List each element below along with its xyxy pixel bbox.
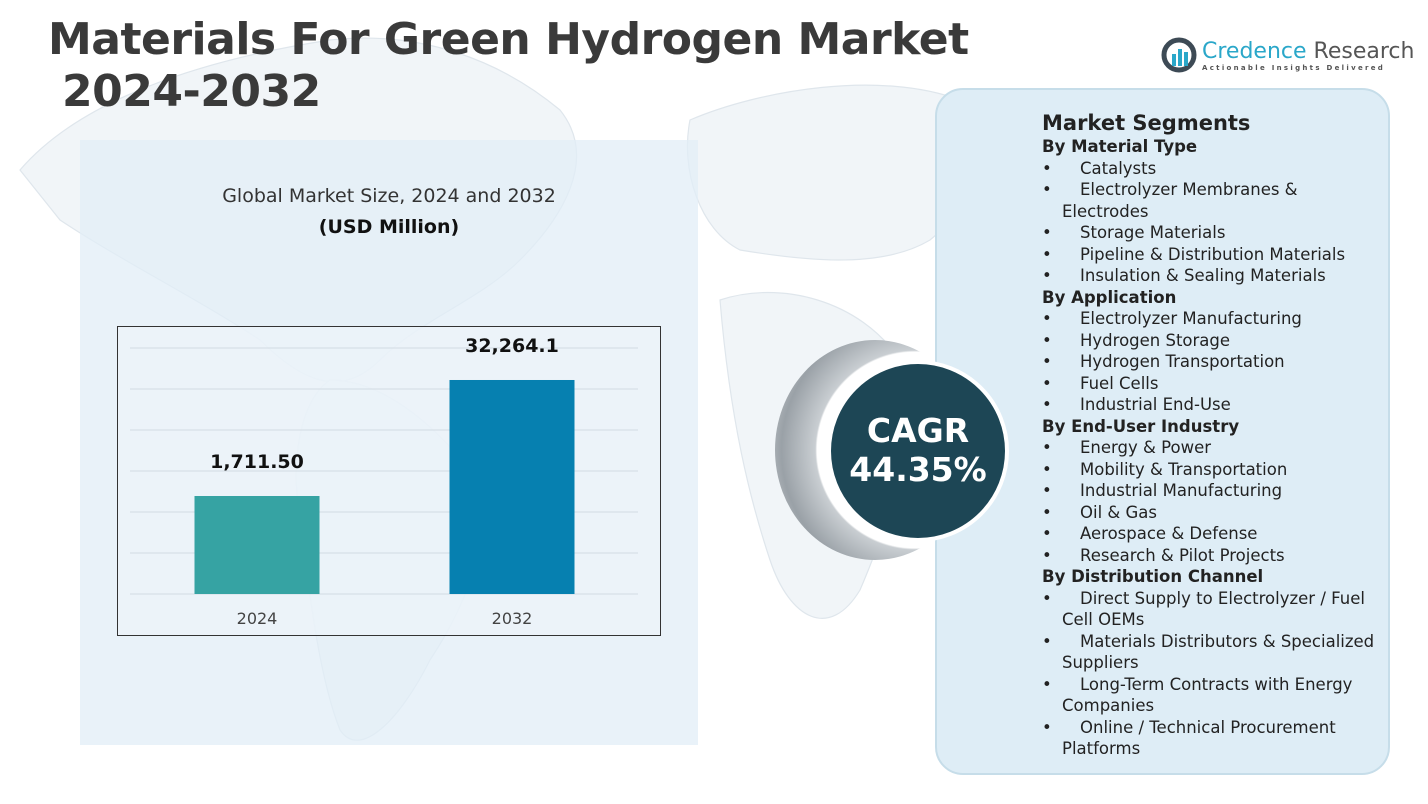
bullet-icon: • xyxy=(1042,395,1052,414)
segment-group-list: • Energy & Power • Mobility & Transportatio… xyxy=(1042,437,1387,566)
segment-item: • Hydrogen Storage xyxy=(1042,330,1387,352)
segment-item-label: Oil & Gas xyxy=(1080,502,1158,522)
segment-item-label: Hydrogen Transportation xyxy=(1080,352,1285,371)
segment-group-heading: By Material Type xyxy=(1042,137,1198,156)
bullet-icon: • xyxy=(1042,352,1052,371)
segment-item: • Online / Technical Procurement Platform… xyxy=(1042,717,1387,760)
bullet-icon: • xyxy=(1042,180,1052,199)
logo-name-2: Research xyxy=(1313,38,1415,64)
segment-item: • Fuel Cells xyxy=(1042,373,1387,395)
segment-item: • Pipeline & Distribution Materials xyxy=(1042,244,1387,266)
page-title: Materials For Green Hydrogen Market 2024… xyxy=(48,14,969,118)
x-tick-label: 2024 xyxy=(237,609,278,628)
segment-item: • Long-Term Contracts with Energy Compani… xyxy=(1042,674,1387,717)
segment-item-label: Long-Term Contracts with Energy Companie… xyxy=(1062,674,1353,716)
data-label: 1,711.50 xyxy=(210,451,304,473)
segment-item-label: Storage Materials xyxy=(1080,223,1226,242)
logo-chart-icon xyxy=(1161,37,1197,73)
segment-item: • Storage Materials xyxy=(1042,222,1387,244)
segment-item-label: Fuel Cells xyxy=(1080,373,1159,393)
segment-group-heading: By End-User Industry xyxy=(1042,416,1240,436)
segment-item-label: Electrolyzer Manufacturing xyxy=(1080,309,1302,328)
segment-item-label: Mobility & Transportation xyxy=(1080,459,1288,479)
segment-item: • Catalysts xyxy=(1042,158,1387,180)
market-segments-list: Market Segments By Material Type • Catalys… xyxy=(1042,110,1387,760)
title-line-1: Materials For Green Hydrogen Market xyxy=(48,14,969,65)
segment-item: • Industrial End-Use xyxy=(1042,394,1387,416)
credence-research-logo: Credence Research Actionable Insights De… xyxy=(1160,36,1414,74)
segment-group-list: • Electrolyzer Manufacturing • Hydrogen Sto… xyxy=(1042,308,1387,416)
bullet-icon: • xyxy=(1042,502,1052,522)
bar-chart-svg: 1,711.50 2024 32,264.1 2032 xyxy=(130,335,638,628)
segment-item-label: Online / Technical Procurement Platforms xyxy=(1062,717,1336,759)
bullet-icon: • xyxy=(1042,373,1052,393)
logo-tagline: Actionable Insights Delivered xyxy=(1202,63,1386,72)
bullet-icon: • xyxy=(1042,309,1052,328)
segment-item-label: Industrial End-Use xyxy=(1080,395,1231,414)
segment-item-label: Catalysts xyxy=(1080,158,1157,178)
chart-unit-label: (USD Million) xyxy=(318,216,460,238)
segment-item-label: Insulation & Sealing Materials xyxy=(1080,266,1326,285)
cagr-badge: CAGR 44.35% xyxy=(827,360,1009,542)
cagr-label: CAGR xyxy=(866,411,970,450)
segment-item: • Electrolyzer Membranes & Electrodes xyxy=(1042,179,1387,222)
segment-item-label: Pipeline & Distribution Materials xyxy=(1080,244,1346,264)
bullet-icon: • xyxy=(1042,266,1052,285)
segment-item-label: Direct Supply to Electrolyzer / Fuel Cel… xyxy=(1062,588,1365,630)
bar-chart: 1,711.50 2024 32,264.1 2032 xyxy=(117,326,661,636)
segment-group-list: • Direct Supply to Electrolyzer / Fuel Ce… xyxy=(1042,588,1387,760)
bar-2032 xyxy=(449,379,575,594)
segment-item: • Research & Pilot Projects xyxy=(1042,545,1387,567)
bullet-icon: • xyxy=(1042,223,1052,242)
cagr-value: 44.35% xyxy=(849,450,987,489)
segment-item: • Aerospace & Defense xyxy=(1042,523,1387,545)
segment-item: • Industrial Manufacturing xyxy=(1042,480,1387,502)
segment-item: • Insulation & Sealing Materials xyxy=(1042,265,1387,287)
segment-item: • Materials Distributors & Specialized Su… xyxy=(1042,631,1387,674)
bullet-icon: • xyxy=(1042,588,1052,608)
segment-group-list: • Catalysts • Electrolyzer Membranes & Elec… xyxy=(1042,158,1387,287)
bullet-icon: • xyxy=(1042,545,1052,565)
segment-group-heading: By Application xyxy=(1042,287,1177,307)
bullet-icon: • xyxy=(1042,438,1052,457)
logo-name-1: Credence xyxy=(1202,38,1307,64)
segment-item: • Hydrogen Transportation xyxy=(1042,351,1387,373)
segment-item: • Mobility & Transportation xyxy=(1042,459,1387,481)
segment-item-label: Research & Pilot Projects xyxy=(1080,545,1285,565)
bullet-icon: • xyxy=(1042,330,1052,350)
x-tick-label: 2032 xyxy=(492,609,533,628)
bullet-icon: • xyxy=(1042,158,1052,178)
title-line-2: 2024-2032 xyxy=(62,66,321,117)
bullet-icon: • xyxy=(1042,459,1052,479)
segment-item-label: Aerospace & Defense xyxy=(1080,524,1258,543)
segment-item: • Energy & Power xyxy=(1042,437,1387,459)
segment-item-label: Materials Distributors & Specialized Sup… xyxy=(1062,631,1375,673)
segment-item-label: Industrial Manufacturing xyxy=(1080,481,1283,500)
bullet-icon: • xyxy=(1042,674,1052,694)
segment-item-label: Hydrogen Storage xyxy=(1080,330,1231,350)
segments-panel xyxy=(935,88,1390,775)
chart-title: Global Market Size, 2024 and 2032 xyxy=(222,185,556,207)
bullet-icon: • xyxy=(1042,631,1052,651)
segment-item: • Oil & Gas xyxy=(1042,502,1387,524)
segment-item: • Electrolyzer Manufacturing xyxy=(1042,308,1387,330)
segments-title: Market Segments xyxy=(1042,111,1251,135)
segment-group-heading: By Distribution Channel xyxy=(1042,567,1264,586)
bullet-icon: • xyxy=(1042,481,1052,500)
segment-item: • Direct Supply to Electrolyzer / Fuel Ce… xyxy=(1042,588,1387,631)
bar-2024 xyxy=(194,496,320,594)
segment-item-label: Energy & Power xyxy=(1080,438,1212,457)
data-label: 32,264.1 xyxy=(465,335,559,357)
segment-item-label: Electrolyzer Membranes & Electrodes xyxy=(1062,180,1298,221)
bullet-icon: • xyxy=(1042,524,1052,543)
bullet-icon: • xyxy=(1042,244,1052,264)
bullet-icon: • xyxy=(1042,717,1052,737)
